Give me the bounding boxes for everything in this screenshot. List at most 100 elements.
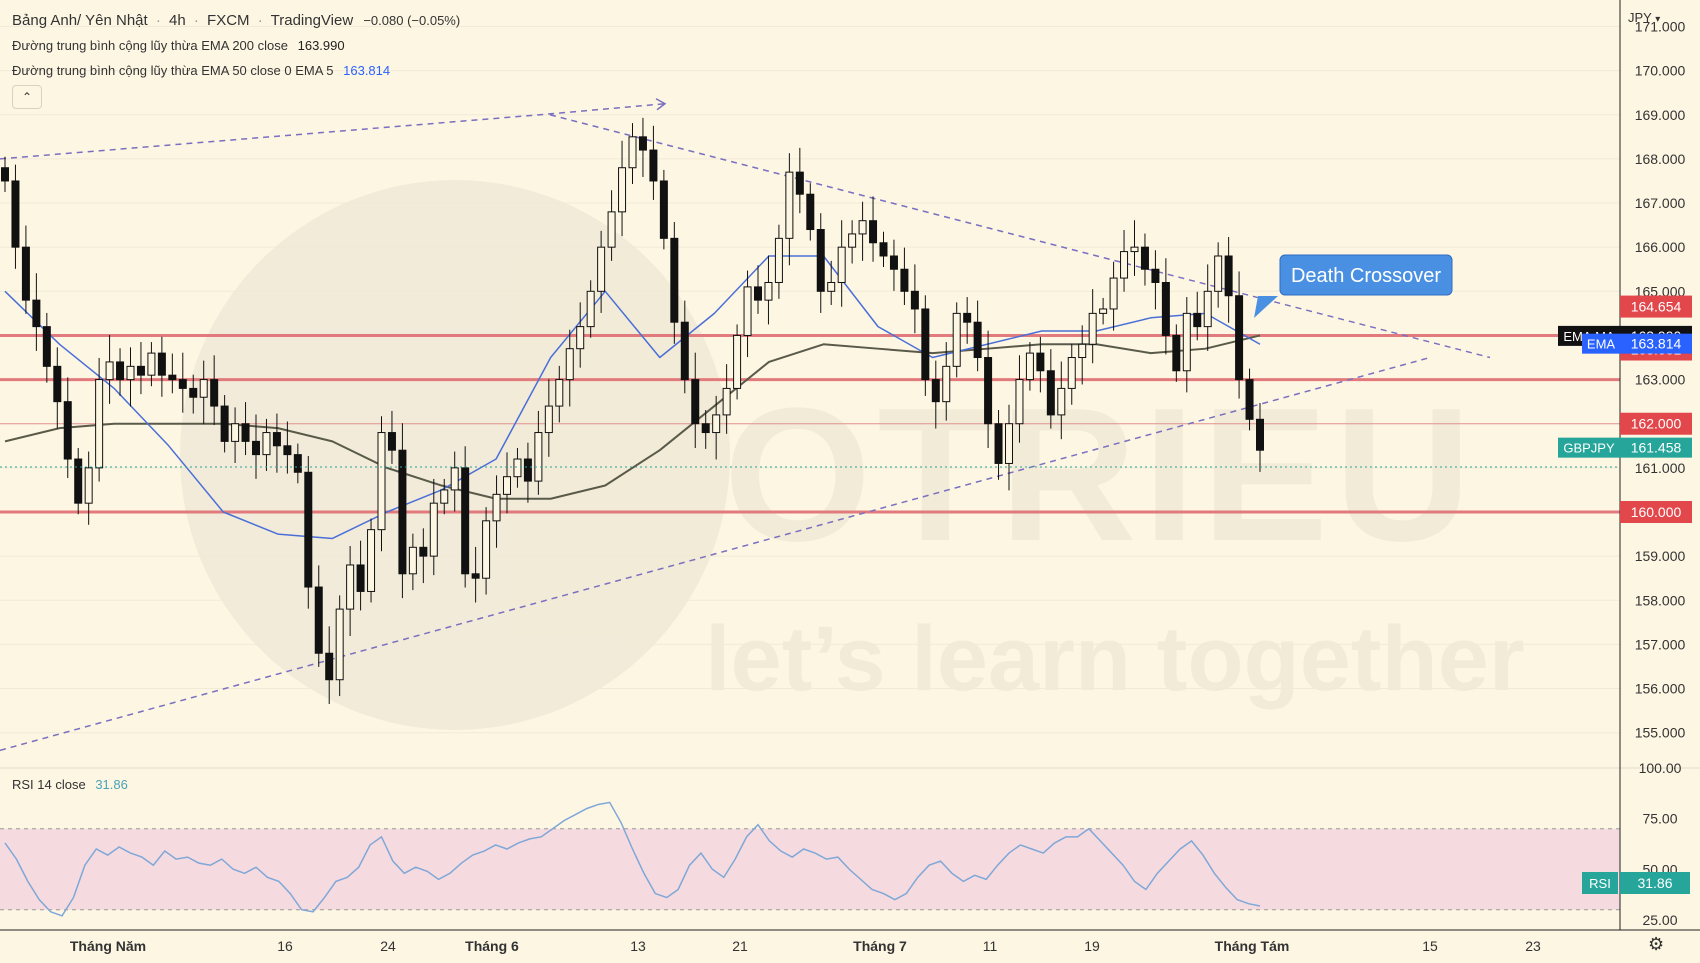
- candle-body: [618, 167, 627, 213]
- candle-body: [74, 458, 83, 504]
- candle-body: [147, 352, 156, 376]
- time-label: 23: [1525, 938, 1541, 954]
- candle-body: [816, 229, 825, 292]
- candle-body: [785, 171, 794, 239]
- candle-body: [963, 312, 972, 323]
- time-label: 13: [630, 938, 646, 954]
- candle-body: [168, 374, 177, 381]
- candle-body: [450, 467, 459, 491]
- ema50-legend[interactable]: Đường trung bình cộng lũy thừa EMA 50 cl…: [12, 63, 390, 78]
- candle-body: [544, 405, 553, 434]
- candle-body: [1005, 423, 1013, 464]
- candle-body: [659, 180, 668, 239]
- candle-body: [628, 136, 637, 169]
- candle-body: [1140, 246, 1149, 270]
- time-label: Tháng 7: [853, 938, 907, 954]
- ema200-legend[interactable]: Đường trung bình cộng lũy thừa EMA 200 c…: [12, 38, 345, 53]
- price-tag-value: 163.814: [1631, 336, 1682, 352]
- price-tick: 169.000: [1635, 107, 1686, 123]
- time-label: 16: [277, 938, 293, 954]
- candle-body: [942, 365, 951, 403]
- ema50-path: [4, 255, 1261, 540]
- candle-body: [387, 432, 396, 451]
- rsi-line: [4, 801, 1261, 917]
- exchange: FXCM: [207, 12, 250, 29]
- candle-body: [231, 423, 240, 442]
- time-axis[interactable]: Tháng Năm 16 24 Tháng 6 13 21 Tháng 7 11 19 Tháng…: [70, 938, 1541, 954]
- candle-body: [513, 458, 522, 478]
- candle-body: [649, 149, 658, 182]
- candle-body: [419, 546, 428, 557]
- candle-body: [126, 365, 135, 381]
- price-tag-value: 161.458: [1631, 440, 1682, 456]
- symbol-legend[interactable]: Bảng Anh/ Yên Nhật · 4h · FXCM · Trading…: [12, 12, 461, 29]
- candle-body: [492, 493, 501, 522]
- candle-body: [994, 423, 1003, 464]
- symbol-name[interactable]: Bảng Anh/ Yên Nhật: [12, 12, 148, 29]
- candle-body: [952, 312, 961, 367]
- price-tick: 161.000: [1635, 460, 1686, 476]
- candle-body: [408, 546, 417, 575]
- level-tag-text: 164.654: [1631, 299, 1682, 315]
- rsi-pane: [0, 801, 1620, 917]
- death-crossover-callout[interactable]: Death Crossover: [1254, 254, 1453, 318]
- candle-body: [858, 220, 867, 235]
- price-tag-name: EMA: [1587, 337, 1616, 352]
- level-tag-box: [1620, 295, 1692, 318]
- candle-body: [701, 423, 710, 434]
- candle-body: [1161, 281, 1170, 336]
- gear-icon[interactable]: ⚙: [1648, 934, 1665, 954]
- candle-body: [576, 326, 585, 350]
- rsi-legend[interactable]: RSI 14 close 31.86: [12, 777, 128, 792]
- candle-body: [440, 489, 449, 504]
- candle-body: [377, 432, 386, 531]
- chevron-down-icon: ▾: [1655, 14, 1661, 25]
- candle-body: [889, 255, 898, 270]
- candle-body: [335, 608, 344, 681]
- candle-body: [21, 246, 30, 301]
- candle-body: [806, 193, 815, 231]
- trend-lines[interactable]: [0, 98, 1491, 752]
- price-tick: 155.000: [1635, 725, 1686, 741]
- candle-body: [848, 233, 857, 248]
- candle-body: [1099, 308, 1108, 314]
- interval[interactable]: 4h: [169, 12, 186, 29]
- candle-body: [1235, 295, 1244, 381]
- candle-body: [827, 281, 836, 292]
- price-tick: 159.000: [1635, 548, 1686, 564]
- trend-line: [549, 114, 1491, 359]
- price-tag-name-box: [1558, 437, 1620, 458]
- candle-body: [84, 467, 93, 504]
- candle-body: [869, 220, 878, 244]
- candle-body: [712, 414, 721, 434]
- time-label: 21: [732, 938, 748, 954]
- candle-body: [1120, 251, 1129, 279]
- candle-body: [879, 242, 888, 257]
- candle-body: [1, 167, 9, 182]
- candle-body: [931, 379, 940, 403]
- candle-body: [53, 365, 62, 403]
- level-tag-text: 160.000: [1631, 504, 1682, 520]
- candle-body: [607, 211, 616, 248]
- candle-body: [1214, 255, 1223, 292]
- candle-body: [1224, 255, 1233, 297]
- candle-body: [503, 476, 511, 495]
- candle-body: [398, 449, 407, 575]
- candle-body: [116, 361, 125, 381]
- price-tag-name: GBPJPY: [1563, 441, 1615, 456]
- watermark-tagline: let’s learn together: [705, 608, 1525, 710]
- collapse-legend-button[interactable]: ⌃: [12, 85, 42, 109]
- candle-body: [293, 454, 302, 473]
- candle-body: [680, 321, 689, 381]
- rsi-value: 31.86: [95, 777, 128, 792]
- level-tag-text: 162.000: [1631, 416, 1682, 432]
- currency-selector[interactable]: JPY ▾: [1628, 10, 1660, 25]
- ema50-line: [4, 255, 1261, 540]
- callout-pointer: [1254, 296, 1278, 318]
- candle-body: [220, 405, 229, 442]
- candle-body: [764, 281, 773, 301]
